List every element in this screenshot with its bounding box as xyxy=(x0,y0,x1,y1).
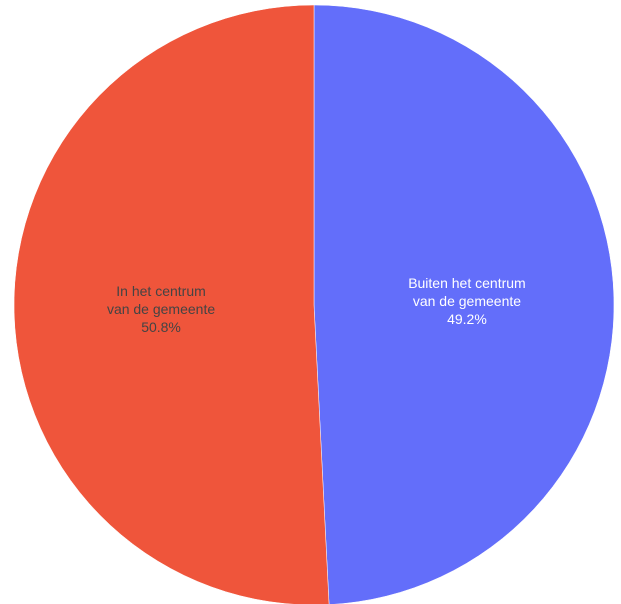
pie-slice-0 xyxy=(313,4,615,604)
pie-slice-label-line: van de gemeente xyxy=(107,301,215,317)
pie-slice-percent: 50.8% xyxy=(141,319,181,335)
pie-slice-label-line: Buiten het centrum xyxy=(408,275,526,291)
pie-slice-label-0: Buiten het centrum van de gemeente 49.2% xyxy=(408,275,526,327)
pie-slice-label-line: van de gemeente xyxy=(413,293,521,309)
pie-slice-label-1: In het centrum van de gemeente 50.8% xyxy=(107,283,215,335)
pie-slice-percent: 49.2% xyxy=(447,311,487,327)
pie-slice-label-line: In het centrum xyxy=(116,283,206,299)
pie-slice-1 xyxy=(13,4,330,604)
